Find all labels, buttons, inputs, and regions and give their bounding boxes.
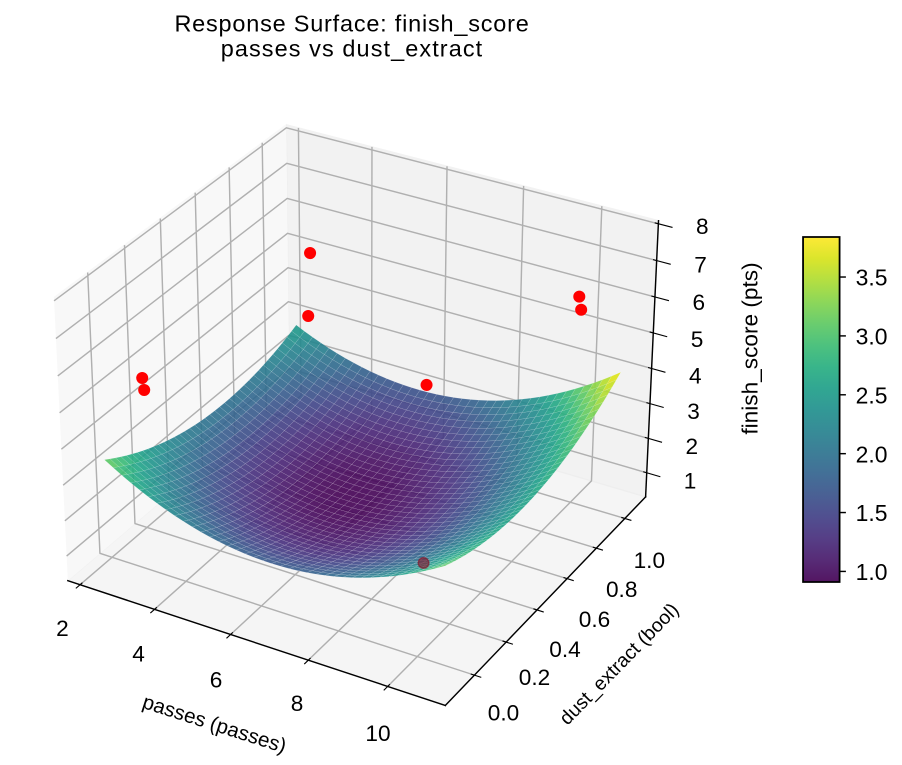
svg-text:Response Surface: finish_score: Response Surface: finish_score [174,10,529,36]
svg-text:0.4: 0.4 [549,637,580,662]
svg-text:6: 6 [210,667,223,692]
svg-text:2: 2 [685,434,698,459]
svg-text:1.5: 1.5 [856,500,888,526]
svg-text:10: 10 [365,721,390,746]
svg-text:2.0: 2.0 [856,441,888,467]
svg-text:0.0: 0.0 [488,701,519,726]
svg-text:1.0: 1.0 [634,548,665,573]
svg-text:0.2: 0.2 [519,665,550,690]
svg-text:3: 3 [687,399,700,424]
svg-text:1: 1 [684,469,697,494]
svg-text:0.6: 0.6 [579,607,610,632]
svg-text:finish_score (pts): finish_score (pts) [738,262,763,434]
svg-text:8: 8 [291,691,304,716]
svg-text:4: 4 [689,364,702,389]
svg-text:5: 5 [691,327,704,352]
svg-text:7: 7 [694,252,707,277]
svg-text:3.0: 3.0 [856,324,888,350]
svg-text:4: 4 [132,641,145,666]
svg-text:2.5: 2.5 [856,382,888,408]
svg-text:2: 2 [56,616,69,641]
svg-text:1.0: 1.0 [856,559,888,585]
svg-text:8: 8 [696,214,709,239]
svg-text:passes vs dust_extract: passes vs dust_extract [221,36,484,62]
svg-text:0.8: 0.8 [606,577,637,602]
svg-text:6: 6 [692,290,705,315]
svg-text:3.5: 3.5 [856,265,888,291]
